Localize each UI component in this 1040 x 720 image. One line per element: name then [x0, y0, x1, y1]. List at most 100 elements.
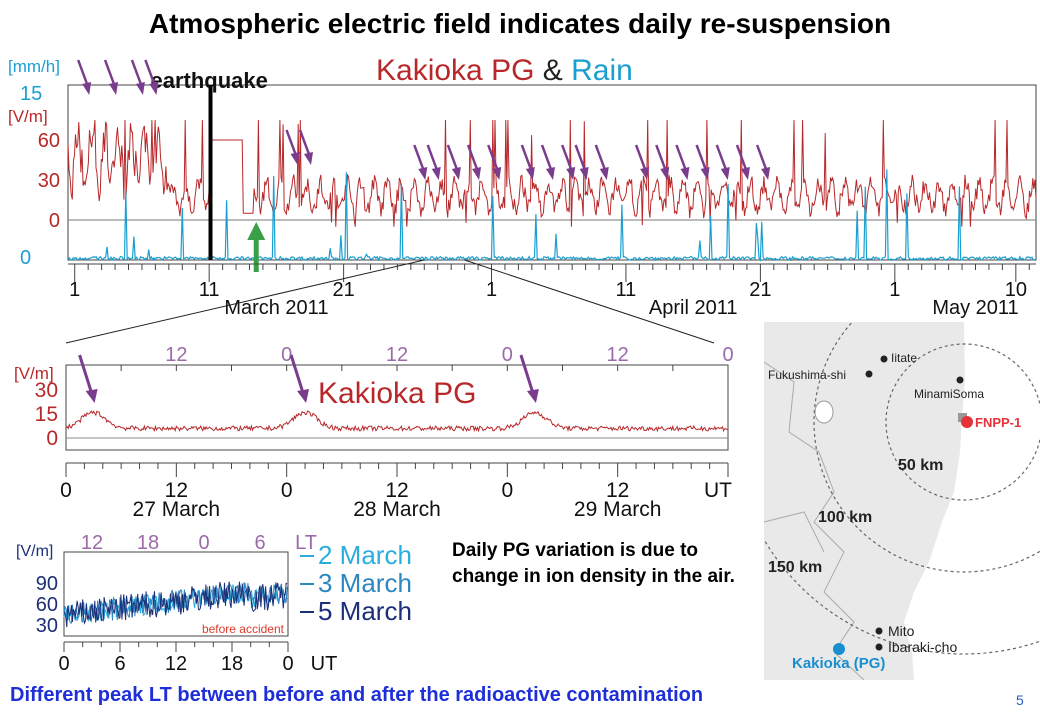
- plot-frame: [63, 551, 289, 637]
- lt-label-2: 0: [198, 532, 209, 554]
- label-minamisoma: MinamiSoma: [914, 387, 984, 401]
- lt-label-1: 18: [137, 532, 159, 554]
- fukushima-dot: [865, 370, 873, 378]
- label-100km: 100 km: [818, 509, 872, 526]
- y-unit-0: [mm/h]: [8, 57, 60, 76]
- lt-label-1: 0: [281, 344, 292, 366]
- peak-arrow-head-11: [525, 167, 535, 180]
- lt-label-5: 0: [722, 344, 733, 366]
- ut-label-4: 0: [501, 479, 513, 502]
- ut-label-5: 12: [606, 479, 629, 502]
- day-label-2: 29 March: [574, 498, 662, 521]
- peak-arrow-head-9: [472, 167, 482, 180]
- ut-label-3: 18: [221, 653, 243, 675]
- lt-label-0: 12: [165, 344, 187, 366]
- pg-rain-chart: [mm/h] [V/m] 15 0 60 30 0 Kakioka PG & Rain eart…: [8, 54, 1037, 319]
- month-label-0: March 2011: [224, 297, 328, 319]
- y-tick-60: 60: [36, 594, 58, 616]
- peak-arrow-11: [520, 144, 534, 173]
- y-tick-30: 30: [36, 615, 58, 637]
- peak-arrow-head-4: [290, 152, 300, 165]
- peak-arrow-6: [413, 144, 426, 173]
- peak-arrow-10: [487, 144, 500, 173]
- peak-arrow-17: [655, 144, 668, 173]
- zoom-arrow-head-2: [526, 389, 539, 403]
- ut-label-3: 12: [385, 479, 408, 502]
- peak-arrow-15: [594, 144, 607, 173]
- fnpp-marker: [958, 413, 967, 422]
- peak-arrow-head-18: [680, 167, 690, 180]
- zoom-arrow-1: [289, 354, 305, 394]
- legend-label-2: 5 March: [318, 596, 412, 626]
- x-tick-label-11: 11: [199, 279, 220, 301]
- legend-label-0: 2 March: [318, 540, 412, 570]
- zoom-line-right: [464, 259, 715, 344]
- rain-series-line: [67, 169, 1035, 262]
- peak-arrow-head-16: [640, 167, 650, 180]
- pg-tick-0: 0: [49, 210, 60, 232]
- ut-label-1: 12: [165, 479, 188, 502]
- x-tick-label-42: 11: [616, 279, 637, 301]
- peak-arrow-head-19: [700, 167, 710, 180]
- lt-label-3: 6: [254, 532, 265, 554]
- peak-arrow-21: [735, 144, 749, 173]
- label-mito: Mito: [888, 623, 915, 639]
- minamisoma-dot: [956, 376, 964, 384]
- y-tick-0: 0: [46, 427, 58, 450]
- peak-arrow-head-3: [149, 82, 159, 95]
- ut-label-2: 0: [281, 479, 293, 502]
- iitate-dot: [880, 355, 888, 363]
- zoom-line-left: [65, 259, 425, 344]
- series-line-0: [63, 582, 288, 621]
- green-arrow-head: [247, 222, 266, 240]
- lt-label-4: LT: [295, 532, 317, 554]
- peak-arrow-19: [695, 144, 708, 173]
- peak-arrow-20: [715, 144, 728, 173]
- peak-arrow-head-5: [304, 152, 313, 165]
- peak-arrow-head-21: [740, 167, 750, 180]
- rain-tick-0: 0: [20, 247, 31, 269]
- lt-label-4: 12: [607, 344, 629, 366]
- map-lake: [814, 400, 834, 424]
- ring-100km: [813, 322, 1040, 573]
- peak-arrow-16: [634, 144, 648, 173]
- mito-dot: [875, 627, 883, 635]
- y-tick-15: 15: [35, 403, 58, 426]
- x-tick-label-32: 1: [486, 279, 497, 301]
- lt-label-0: 12: [81, 532, 103, 554]
- ut-label-5: UT: [311, 653, 338, 675]
- peak-arrow-12: [540, 144, 554, 173]
- pg-zoom-line: [65, 410, 729, 433]
- zoom-arrow-head-0: [85, 389, 98, 403]
- slide-title: Atmospheric electric field indicates dai…: [148, 8, 892, 39]
- chart-title: Kakioka PG: [318, 377, 476, 410]
- peak-arrow-head-13: [566, 167, 576, 180]
- label-fukushima-shi: Fukushima-shi: [768, 368, 846, 382]
- title-part-2: Rain: [563, 54, 633, 87]
- zoom-arrow-0: [78, 354, 94, 394]
- y-tick-30: 30: [35, 379, 58, 402]
- map-sea: [904, 322, 1040, 680]
- peak-arrow-head-12: [546, 167, 555, 180]
- legend-label-1: 3 March: [318, 568, 412, 598]
- peak-arrow-7: [426, 144, 439, 173]
- peak-arrow-head-17: [660, 167, 670, 180]
- ut-label-0: 0: [60, 479, 72, 502]
- pg-tick-60: 60: [38, 130, 60, 152]
- label-ibaraki: Ibaraki-cho: [888, 639, 957, 655]
- peak-arrow-4: [285, 129, 298, 158]
- page-number: 5: [1016, 692, 1024, 708]
- fukushima-map: Fukushima-shi Iitate MinamiSoma FNPP-1 M…: [764, 322, 1040, 680]
- ut-label-6: UT: [704, 479, 732, 502]
- x-tick-label-1: 1: [69, 279, 80, 301]
- label-150km: 150 km: [768, 559, 822, 576]
- ut-label-0: 0: [58, 653, 69, 675]
- day-label-0: 27 March: [133, 498, 221, 521]
- peak-arrow-head-14: [579, 167, 589, 180]
- x-tick-label-62: 1: [889, 279, 900, 301]
- peak-arrow-9: [466, 144, 480, 173]
- y-tick-90: 90: [36, 573, 58, 595]
